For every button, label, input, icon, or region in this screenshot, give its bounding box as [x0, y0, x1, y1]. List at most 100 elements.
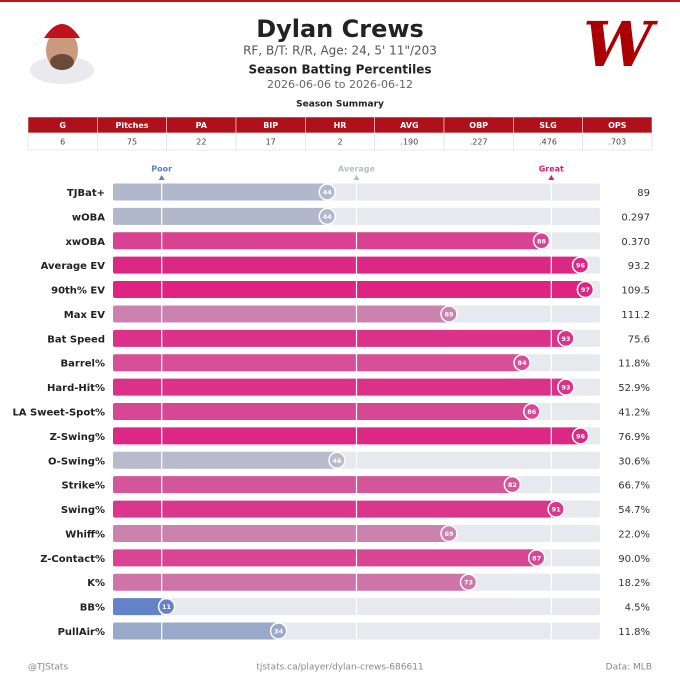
percentile-label: 93 — [561, 384, 570, 392]
percentile-label: 69 — [445, 530, 455, 538]
percentile-dot — [576, 280, 595, 299]
stat-value: 22.0% — [618, 529, 650, 540]
percentile-dot — [269, 622, 288, 640]
table-cell — [582, 132, 653, 151]
table-cell-text: 2 — [337, 138, 342, 147]
bar — [113, 598, 167, 616]
table-header-text: OBP — [469, 121, 488, 130]
stat-value: 0.297 — [621, 212, 650, 223]
category-label: LA Sweet-Spot% — [12, 408, 105, 419]
percentile-dot — [318, 183, 337, 201]
summary-title: Season Summary — [296, 100, 384, 110]
category-label: Whiff% — [65, 529, 105, 540]
bar — [113, 281, 586, 299]
percentile-dot — [571, 256, 590, 274]
reference-marker — [548, 175, 555, 180]
table-header-text: G — [59, 121, 66, 130]
footer-left: @TJStats — [28, 663, 68, 673]
percentile-dot — [547, 500, 565, 518]
category-label: Swing% — [61, 505, 105, 516]
table-cell-text: 17 — [266, 138, 276, 147]
stat-value: 54.7% — [618, 505, 650, 516]
stat-value: 90.0% — [618, 554, 650, 565]
percentile-label: 91 — [552, 506, 562, 514]
bar — [113, 451, 338, 469]
category-label: Hard-Hit% — [47, 383, 105, 394]
category-label: Z-Contact% — [40, 554, 105, 565]
percentile-label: 46 — [332, 457, 342, 465]
category-label: 90th% EV — [51, 286, 105, 297]
bar — [113, 207, 328, 225]
top-rule — [0, 0, 680, 2]
stat-value: 18.2% — [618, 578, 650, 589]
stat-value: 0.370 — [621, 237, 650, 248]
table-cell-text: 75 — [127, 138, 137, 147]
stat-value: 30.6% — [618, 456, 650, 467]
stat-value: 75.6 — [628, 334, 650, 345]
bar — [113, 329, 566, 347]
chart-title: Season Batting Percentiles — [248, 63, 431, 77]
table-header-text: OPS — [608, 121, 627, 130]
category-label: wOBA — [72, 212, 105, 223]
percentile-label: 84 — [518, 359, 528, 367]
category-label: Barrel% — [61, 359, 105, 370]
percentile-label: 93 — [561, 335, 570, 343]
percentile-dot — [157, 597, 176, 616]
category-label: TJBat+ — [67, 188, 105, 199]
bar — [113, 549, 537, 567]
table-cell-text: .703 — [608, 138, 626, 147]
bar — [113, 500, 557, 518]
reference-marker — [353, 175, 360, 180]
percentile-dot — [328, 451, 346, 470]
stat-value: 4.5% — [625, 603, 650, 614]
headshot — [30, 24, 94, 84]
percentile-dot — [527, 549, 546, 567]
category-label: Bat Speed — [47, 334, 105, 345]
table-header-text: BIP — [263, 121, 278, 130]
percentile-dot — [532, 232, 551, 250]
percentile-label: 88 — [537, 237, 547, 245]
percentile-label: 97 — [581, 286, 590, 294]
stat-value: 93.2 — [628, 261, 650, 272]
stat-value: 109.5 — [621, 286, 650, 297]
percentile-label: 96 — [576, 262, 586, 270]
percentile-label: 86 — [527, 408, 537, 416]
footer-center: tjstats.ca/player/dylan-crews-686611 — [256, 663, 423, 673]
bar — [113, 354, 523, 372]
reference-label: Average — [338, 165, 376, 174]
bar — [113, 524, 450, 542]
reference-marker — [158, 175, 165, 180]
table-cell-text: .476 — [539, 138, 557, 147]
bar — [113, 256, 581, 274]
table-header-text: HR — [334, 121, 347, 130]
stat-value: 11.8% — [618, 359, 650, 370]
stat-value: 66.7% — [618, 481, 650, 492]
table-header-text: PA — [196, 121, 208, 130]
percentile-dot — [459, 573, 478, 591]
table-cell-text: 6 — [60, 138, 65, 147]
stat-value: 41.2% — [618, 408, 650, 419]
stat-value: 111.2 — [621, 310, 650, 321]
bar — [113, 622, 279, 640]
bar — [113, 232, 542, 250]
reference-label: Great — [539, 165, 564, 174]
table-header-text: AVG — [400, 121, 418, 130]
category-label: Max EV — [64, 310, 105, 321]
percentile-dot — [571, 427, 590, 445]
stat-value: 89 — [637, 188, 650, 199]
player-name: Dylan Crews — [256, 15, 424, 43]
category-label: O-Swing% — [48, 456, 105, 467]
table-header-text: SLG — [539, 121, 556, 130]
category-label: Average EV — [41, 261, 106, 272]
bar — [113, 183, 328, 201]
reference-label: Poor — [151, 165, 172, 174]
table-cell-text: .227 — [470, 138, 488, 147]
category-label: Z-Swing% — [50, 432, 105, 443]
date-range: 2026-06-06 to 2026-06-12 — [267, 78, 413, 91]
percentile-dot — [557, 378, 575, 396]
bar — [113, 305, 450, 323]
bar — [113, 427, 581, 445]
category-label: PullAir% — [58, 627, 105, 638]
percentile-dot — [523, 402, 541, 421]
